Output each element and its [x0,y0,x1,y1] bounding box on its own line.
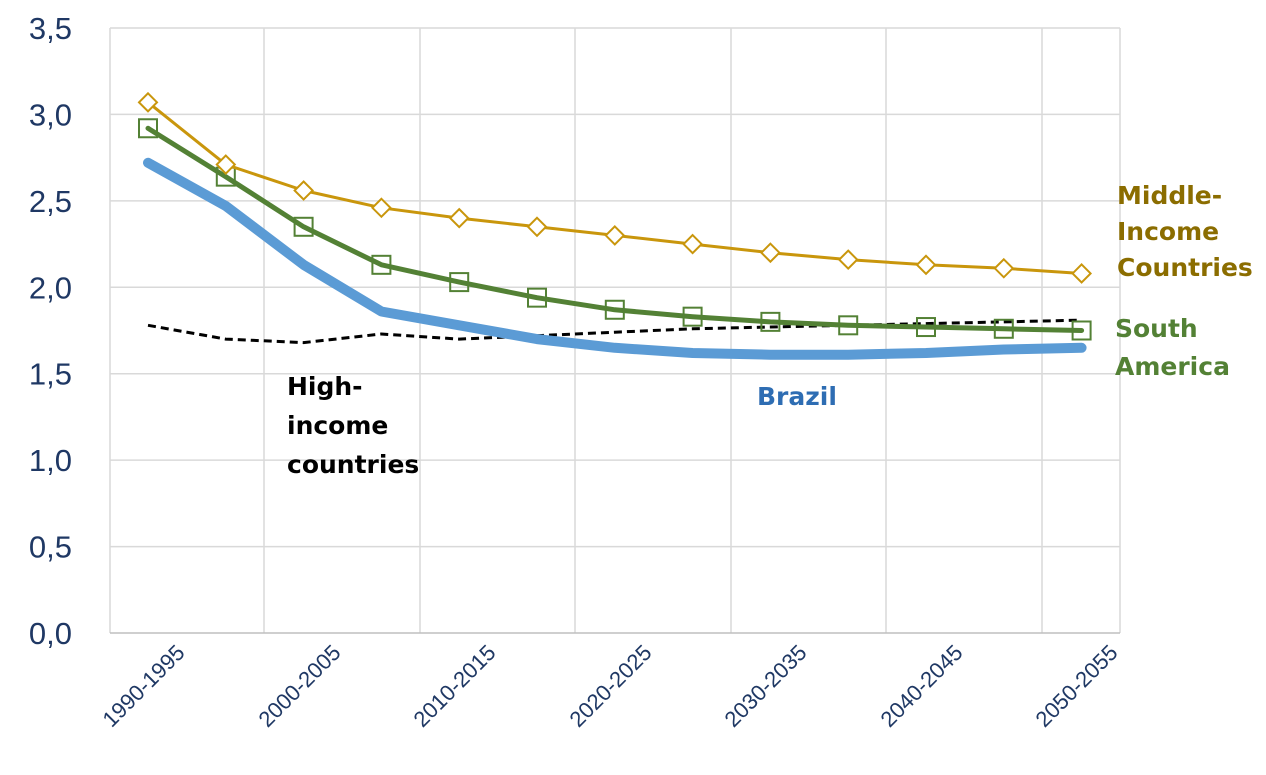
diamond-point [993,257,1015,279]
y-tick-label: 3,5 [29,11,72,46]
x-tick-label: 2040-2045 [875,640,967,732]
series-group [137,91,1093,360]
diamond-point [837,249,859,271]
square-point [371,254,392,275]
square-point [916,317,936,338]
y-tick-label: 2,5 [29,184,72,219]
y-tick-label: 1,0 [29,443,72,478]
square-point [527,287,547,308]
series-label-line: countries [287,450,419,479]
x-tick-label: 2010-2015 [408,640,500,732]
y-tick-label: 3,0 [29,97,72,132]
x-tick-label: 2030-2035 [719,640,811,732]
square-point [682,306,703,327]
diamond-point [1071,263,1093,284]
square-point [760,311,781,332]
series-label-line: Income [1117,217,1219,246]
grid-lines [110,27,1121,633]
diamond-point [370,197,392,219]
diamond-point [915,254,937,276]
series-label-line: Middle- [1117,181,1222,210]
square-point [604,299,625,320]
series-1 [138,118,1092,341]
diamond-point [682,233,704,255]
series-line [147,318,1082,345]
axes [109,28,1120,634]
series-label: High-income countries [287,372,419,479]
square-point [293,216,314,237]
series-3 [147,318,1082,345]
square-point [1071,320,1092,341]
y-tick-label: 0,5 [29,530,72,565]
series-0 [137,91,1093,284]
series-label: South America [1115,314,1230,381]
series-label-line: Brazil [757,382,837,411]
x-tick-label: 2020-2025 [564,640,656,732]
x-tick-label: 2000-2005 [253,640,345,732]
y-tick-label: 0,0 [29,616,72,651]
diamond-point [526,216,548,238]
square-point [993,318,1014,339]
diamond-point [137,91,159,113]
x-axis-ticks: 1990-1995 2000-2005 2010-2015 2020-2025 2030… [97,640,1122,732]
series-line [143,157,1087,360]
series-label: Brazil [757,382,837,411]
x-tick-label: 1990-1995 [97,640,189,732]
square-point [449,272,470,293]
series-label-line: Countries [1117,253,1253,282]
diamond-point [215,154,237,175]
diamond-point [604,225,626,246]
series-line [145,125,1085,333]
diamond-point [759,242,781,264]
y-axis-ticks: 0,0 0,5 1,0 1,5 2,0 2,5 3,0 3,5 [29,11,72,651]
series-label-line: income [287,411,388,440]
y-tick-label: 1,5 [29,357,72,392]
x-tick-label: 2050-2055 [1030,640,1122,732]
series-label-line: South [1115,314,1198,343]
square-point [138,118,158,139]
square-point [838,315,859,336]
series-label: Middle- Income Countries [1117,181,1253,282]
series-2 [143,157,1087,360]
series-label-line: High- [287,372,363,401]
series-label-line: America [1115,352,1230,381]
y-tick-label: 2,0 [29,270,72,305]
diamond-point [448,207,470,229]
diamond-point [293,180,315,201]
series-labels: Middle- Income Countries South America Brazil… [287,181,1253,479]
